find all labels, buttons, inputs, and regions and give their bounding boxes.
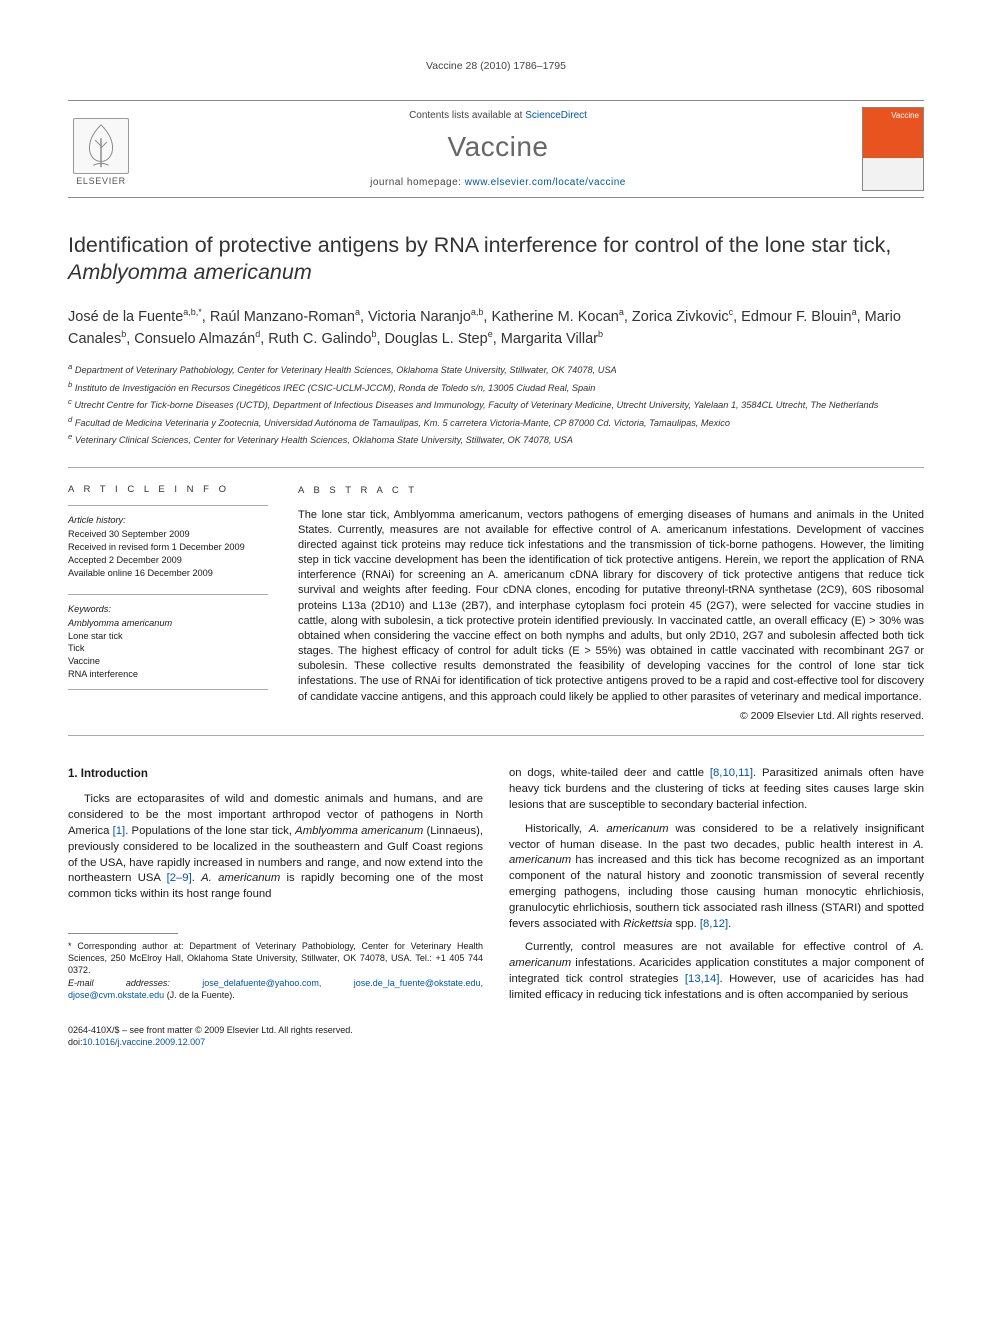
history-accepted: Accepted 2 December 2009 bbox=[68, 554, 268, 567]
species: Rickettsia bbox=[623, 918, 672, 930]
email-label: E-mail addresses: bbox=[68, 978, 202, 988]
footnote-separator bbox=[68, 933, 178, 934]
contents-available-line: Contents lists available at ScienceDirec… bbox=[144, 110, 852, 121]
article-info-heading: A R T I C L E I N F O bbox=[68, 484, 268, 495]
homepage-prefix: journal homepage: bbox=[370, 177, 465, 188]
running-head: Vaccine 28 (2010) 1786–1795 bbox=[68, 60, 924, 72]
text: on dogs, white-tailed deer and cattle bbox=[509, 767, 710, 779]
text: spp. bbox=[672, 918, 700, 930]
intro-para-1b: on dogs, white-tailed deer and cattle [8… bbox=[509, 766, 924, 813]
ref-link[interactable]: [1] bbox=[113, 825, 126, 837]
author-list: José de la Fuentea,b,*, Raúl Manzano-Rom… bbox=[68, 306, 924, 350]
title-text: Identification of protective antigens by… bbox=[68, 233, 891, 257]
text: . bbox=[192, 872, 201, 884]
keyword: RNA interference bbox=[68, 668, 268, 681]
affiliation: d Facultad de Medicina Veterinaria y Zoo… bbox=[68, 414, 924, 430]
text: . Populations of the lone star tick, bbox=[125, 825, 295, 837]
corresponding-author-footnote: * Corresponding author at: Department of… bbox=[68, 940, 483, 1001]
affiliations: a Department of Veterinary Pathobiology,… bbox=[68, 361, 924, 447]
keyword: Amblyomma americanum bbox=[68, 617, 268, 630]
journal-homepage-line: journal homepage: www.elsevier.com/locat… bbox=[144, 177, 852, 188]
history-received: Received 30 September 2009 bbox=[68, 528, 268, 541]
ref-link[interactable]: [2–9] bbox=[167, 872, 192, 884]
elsevier-wordmark: ELSEVIER bbox=[76, 176, 126, 186]
elsevier-logo: ELSEVIER bbox=[68, 112, 134, 186]
keyword: Lone star tick bbox=[68, 630, 268, 643]
contents-prefix: Contents lists available at bbox=[409, 110, 525, 121]
email-tail: (J. de la Fuente). bbox=[164, 990, 235, 1000]
keyword: Vaccine bbox=[68, 655, 268, 668]
journal-homepage-link[interactable]: www.elsevier.com/locate/vaccine bbox=[465, 177, 626, 188]
affiliation: e Veterinary Clinical Sciences, Center f… bbox=[68, 431, 924, 447]
corr-author-text: * Corresponding author at: Department of… bbox=[68, 940, 483, 976]
abstract-block: A B S T R A C T The lone star tick, Ambl… bbox=[298, 484, 924, 723]
ref-link[interactable]: [13,14] bbox=[685, 973, 720, 985]
section-heading-introduction: 1. Introduction bbox=[68, 766, 483, 782]
doi-label: doi: bbox=[68, 1037, 83, 1047]
article-history-label: Article history: bbox=[68, 514, 268, 527]
text: Historically, bbox=[525, 823, 589, 835]
journal-header: ELSEVIER Contents lists available at Sci… bbox=[68, 100, 924, 198]
page-footer: 0264-410X/$ – see front matter © 2009 El… bbox=[68, 1024, 924, 1048]
elsevier-tree-icon bbox=[73, 118, 129, 174]
abstract-copyright: © 2009 Elsevier Ltd. All rights reserved… bbox=[298, 709, 924, 723]
text: Currently, control measures are not avai… bbox=[525, 941, 913, 953]
intro-para-3: Currently, control measures are not avai… bbox=[509, 940, 924, 1003]
ref-link[interactable]: [8,10,11] bbox=[710, 767, 753, 779]
sciencedirect-link[interactable]: ScienceDirect bbox=[525, 110, 587, 121]
intro-para-2: Historically, A. americanum was consider… bbox=[509, 822, 924, 933]
text: . bbox=[728, 918, 731, 930]
affiliation: c Utrecht Centre for Tick-borne Diseases… bbox=[68, 396, 924, 412]
section-divider bbox=[68, 735, 924, 736]
intro-para-1a: Ticks are ectoparasites of wild and dome… bbox=[68, 792, 483, 903]
journal-name: Vaccine bbox=[144, 131, 852, 163]
history-online: Available online 16 December 2009 bbox=[68, 567, 268, 580]
doi-link[interactable]: 10.1016/j.vaccine.2009.12.007 bbox=[83, 1037, 206, 1047]
keywords-label: Keywords: bbox=[68, 603, 268, 616]
cover-title: Vaccine bbox=[891, 111, 919, 120]
ref-link[interactable]: [8,12] bbox=[700, 918, 728, 930]
abstract-text: The lone star tick, Amblyomma americanum… bbox=[298, 508, 924, 705]
abstract-heading: A B S T R A C T bbox=[298, 484, 924, 497]
body-columns: 1. Introduction Ticks are ectoparasites … bbox=[68, 766, 924, 1006]
history-revised: Received in revised form 1 December 2009 bbox=[68, 541, 268, 554]
issn-line: 0264-410X/$ – see front matter © 2009 El… bbox=[68, 1024, 924, 1036]
species: A. americanum bbox=[589, 823, 669, 835]
article-title: Identification of protective antigens by… bbox=[68, 232, 924, 286]
article-info-sidebar: A R T I C L E I N F O Article history: R… bbox=[68, 484, 268, 723]
title-species: Amblyomma americanum bbox=[68, 260, 312, 284]
keyword: Tick bbox=[68, 642, 268, 655]
affiliation: a Department of Veterinary Pathobiology,… bbox=[68, 361, 924, 377]
affiliation: b Instituto de Investigación en Recursos… bbox=[68, 379, 924, 395]
journal-cover-thumb: Vaccine bbox=[862, 107, 924, 191]
species: Amblyomma americanum bbox=[295, 825, 423, 837]
species: A. americanum bbox=[201, 872, 280, 884]
